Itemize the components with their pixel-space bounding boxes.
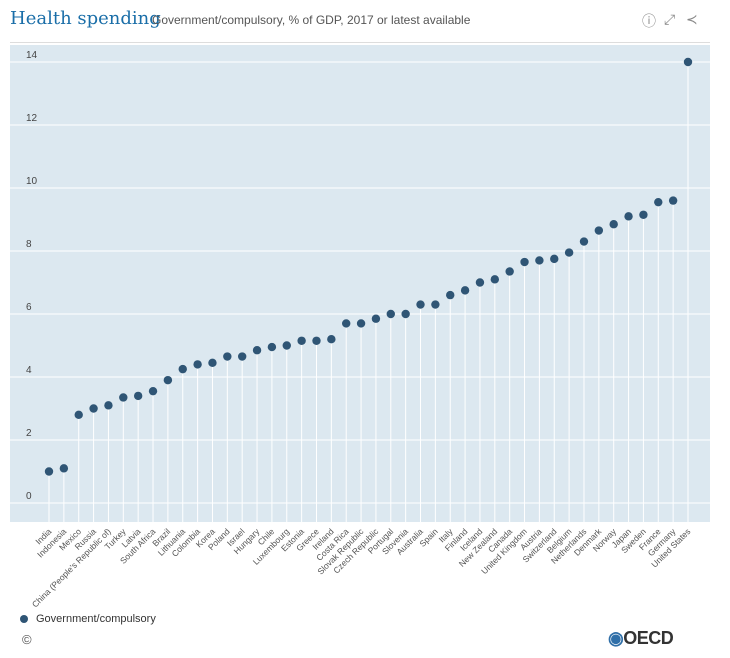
data-point (490, 275, 500, 284)
y-tick-label: 0 (26, 491, 32, 502)
data-point (609, 220, 618, 229)
data-point (668, 196, 678, 205)
data-point (252, 346, 262, 355)
y-tick-label: 12 (26, 113, 38, 124)
data-point (44, 467, 54, 476)
y-tick-label: 4 (26, 365, 32, 376)
data-point (624, 212, 633, 221)
data-point (654, 197, 663, 207)
data-point (267, 342, 277, 352)
y-tick-label: 2 (26, 428, 32, 439)
data-point (327, 335, 336, 344)
data-point (178, 364, 187, 374)
data-point (460, 286, 470, 295)
data-point (148, 386, 158, 396)
data-point (446, 290, 455, 300)
data-point (74, 410, 83, 419)
data-point (594, 226, 604, 235)
info-icon[interactable]: ⓘ (642, 13, 656, 29)
oecd-logo: ◉OECD (608, 628, 674, 648)
legend-marker (20, 615, 28, 624)
copyright-icon: © (22, 632, 32, 647)
data-point (237, 352, 247, 361)
chart-header (10, 8, 710, 43)
lollipop-chart: 02468101214IndiaIndonesiaMexicoRussiaChi… (10, 45, 710, 609)
data-point (297, 336, 306, 345)
data-point (104, 401, 113, 410)
data-point (416, 300, 425, 309)
data-point (520, 257, 529, 267)
data-point (312, 336, 321, 345)
data-point (475, 278, 485, 287)
data-point (401, 309, 410, 319)
data-point (431, 300, 440, 309)
data-point (133, 391, 143, 401)
data-point (119, 393, 128, 402)
data-point (535, 256, 544, 265)
share-icon[interactable]: ≺ (686, 11, 698, 27)
data-point (193, 360, 202, 369)
data-point (386, 309, 395, 319)
data-point (371, 314, 381, 323)
y-tick-label: 6 (26, 302, 32, 313)
y-tick-label: 14 (26, 50, 38, 61)
data-point (89, 404, 98, 413)
data-point (505, 267, 514, 276)
data-point (579, 237, 589, 246)
expand-icon[interactable]: ⤢ (664, 11, 676, 27)
data-point (208, 358, 217, 368)
plot-area (10, 45, 710, 522)
legend-label: Government/compulsory (36, 613, 156, 625)
data-point (639, 210, 648, 219)
chart-title: Health spending (10, 8, 161, 29)
data-point (342, 319, 351, 328)
data-point (356, 319, 366, 328)
data-point (163, 375, 173, 385)
data-point (683, 57, 693, 67)
y-tick-label: 10 (26, 176, 38, 187)
y-tick-label: 8 (26, 239, 32, 250)
data-point (223, 352, 232, 361)
data-point (282, 341, 291, 350)
legend[interactable]: Government/compulsory (20, 613, 156, 625)
data-point (59, 464, 69, 473)
data-point (550, 254, 559, 264)
chart-subtitle: Government/compulsory, % of GDP, 2017 or… (152, 13, 471, 27)
data-point (564, 248, 574, 257)
